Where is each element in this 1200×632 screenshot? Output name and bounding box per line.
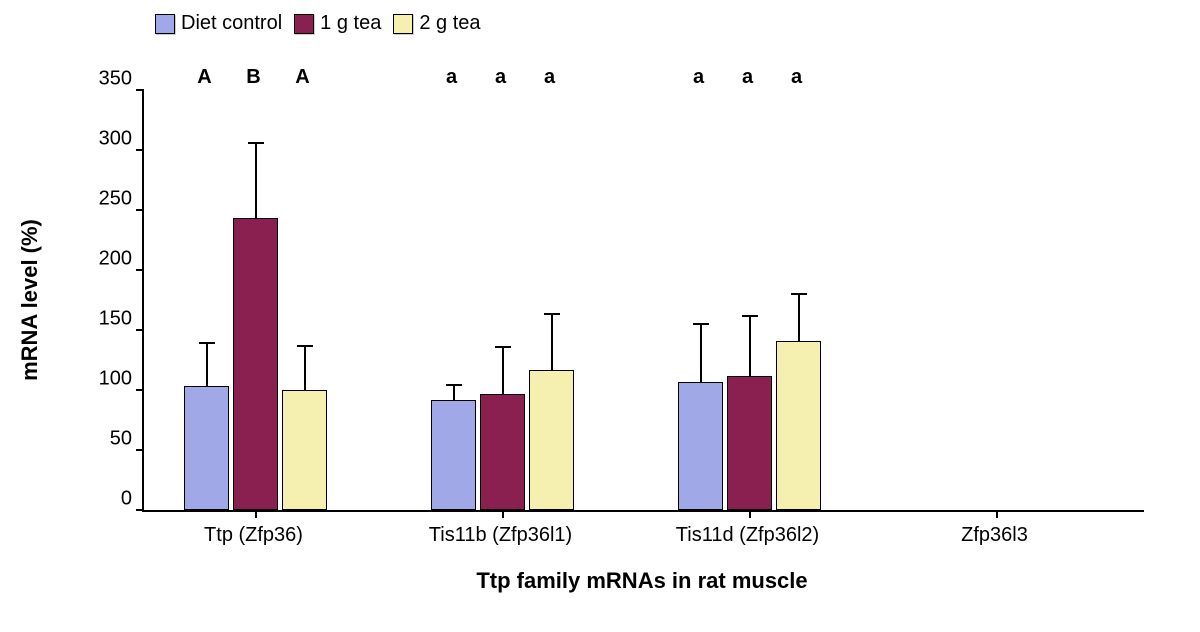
x-axis-title: Ttp family mRNAs in rat muscle xyxy=(476,568,807,594)
bar xyxy=(184,386,229,510)
bar xyxy=(776,341,821,510)
legend-item: Diet control xyxy=(155,12,282,35)
plot-area: 050100150200250300350 xyxy=(142,90,1144,512)
significance-label: A xyxy=(197,66,211,89)
error-cap xyxy=(248,142,264,144)
significance-label: a xyxy=(693,66,704,89)
error-bar xyxy=(502,347,504,394)
x-tick-label: Ttp (Zfp36) xyxy=(204,524,303,547)
error-bar xyxy=(749,316,751,376)
legend: Diet control 1 g tea 2 g tea xyxy=(155,12,481,35)
y-tick-label: 150 xyxy=(99,307,132,330)
significance-label: a xyxy=(446,66,457,89)
y-tick-mark xyxy=(136,149,144,151)
error-cap xyxy=(199,342,215,344)
error-bar xyxy=(206,343,208,386)
y-tick-label: 300 xyxy=(99,127,132,150)
significance-label: a xyxy=(544,66,555,89)
y-tick-mark xyxy=(136,269,144,271)
x-tick-mark xyxy=(502,510,504,518)
error-bar xyxy=(700,324,702,382)
legend-label: Diet control xyxy=(181,12,282,35)
error-cap xyxy=(693,323,709,325)
y-tick-label: 250 xyxy=(99,187,132,210)
legend-item: 2 g tea xyxy=(393,12,480,35)
significance-label: a xyxy=(791,66,802,89)
x-tick-label: Zfp36l3 xyxy=(961,524,1028,547)
error-cap xyxy=(742,315,758,317)
bar xyxy=(678,382,723,510)
chart-container: Diet control1 g tea2 g tea 0501001502002… xyxy=(0,0,1200,632)
error-bar xyxy=(453,385,455,399)
x-tick-label: Tis11d (Zfp36l2) xyxy=(676,524,819,547)
legend-swatch xyxy=(393,14,413,34)
y-tick: 200 xyxy=(136,269,144,271)
y-tick-label: 200 xyxy=(99,247,132,270)
error-cap xyxy=(446,384,462,386)
significance-label: A xyxy=(295,66,309,89)
x-tick-mark xyxy=(996,510,998,518)
x-tick-mark xyxy=(749,510,751,518)
bar xyxy=(480,394,525,510)
legend-item: 1 g tea xyxy=(294,12,381,35)
x-tick-mark xyxy=(255,510,257,518)
y-tick-mark xyxy=(136,389,144,391)
y-tick-mark xyxy=(136,329,144,331)
bar xyxy=(233,218,278,510)
significance-label: B xyxy=(246,66,260,89)
error-bar xyxy=(304,346,306,390)
bar xyxy=(529,370,574,510)
significance-label: a xyxy=(495,66,506,89)
y-tick-mark xyxy=(136,89,144,91)
y-tick: 150 xyxy=(136,329,144,331)
error-cap xyxy=(791,293,807,295)
y-tick: 350 xyxy=(136,89,144,91)
bar xyxy=(431,400,476,510)
legend-swatch xyxy=(294,14,314,34)
y-tick: 250 xyxy=(136,209,144,211)
y-tick: 0 xyxy=(136,509,144,511)
legend-label: 2 g tea xyxy=(419,12,480,35)
y-tick: 100 xyxy=(136,389,144,391)
y-tick-mark xyxy=(136,209,144,211)
y-tick-label: 100 xyxy=(99,367,132,390)
y-tick-mark xyxy=(136,509,144,511)
y-tick-label: 350 xyxy=(99,67,132,90)
y-tick-label: 50 xyxy=(110,427,132,450)
legend-label: 1 g tea xyxy=(320,12,381,35)
significance-label: a xyxy=(742,66,753,89)
error-cap xyxy=(544,313,560,315)
y-tick: 50 xyxy=(136,449,144,451)
error-bar xyxy=(255,143,257,219)
y-tick-label: 0 xyxy=(121,487,132,510)
legend-swatch xyxy=(155,14,175,34)
x-tick-label: Tis11b (Zfp36l1) xyxy=(429,524,572,547)
bar xyxy=(727,376,772,510)
error-cap xyxy=(495,346,511,348)
y-tick-mark xyxy=(136,449,144,451)
bar xyxy=(282,390,327,510)
y-axis-label: mRNA level (%) xyxy=(17,219,43,381)
y-tick: 300 xyxy=(136,149,144,151)
error-cap xyxy=(297,345,313,347)
error-bar xyxy=(798,294,800,341)
error-bar xyxy=(551,314,553,369)
